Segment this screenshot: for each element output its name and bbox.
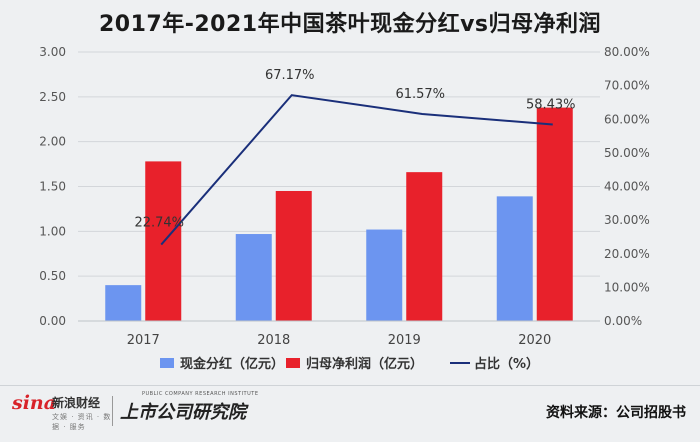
legend-swatch — [160, 358, 174, 368]
bar-net-profit-2019 — [406, 172, 443, 321]
ratio-data-label: 67.17% — [265, 68, 315, 83]
right-axis-tick-label: 80.00% — [604, 45, 650, 59]
logo-divider — [112, 396, 113, 426]
x-axis-tick-label: 2019 — [388, 333, 421, 348]
combo-chart: 22.74% 67.17% 61.57% 58.43% 0.00 0.50 1.00 1.5… — [39, 45, 650, 372]
left-axis-tick-label: 0.50 — [39, 269, 66, 283]
legend-label: 现金分红（亿元） — [180, 356, 284, 372]
left-axis-tick-label: 3.00 — [39, 45, 66, 59]
bar-net-profit-2018 — [275, 190, 312, 321]
legend-swatch — [286, 358, 300, 368]
left-axis-tick-label: 1.00 — [39, 224, 66, 238]
sina-logo-mark: sina — [12, 392, 57, 414]
bar-net-profit-2020 — [536, 107, 573, 322]
left-axis-tick-label: 0.00 — [39, 314, 66, 328]
ratio-data-label: 61.57% — [395, 87, 445, 102]
research-institute-logo: PUBLIC COMPANY RESEARCH INSTITUTE 上市公司研究… — [120, 390, 260, 430]
right-axis-tick-label: 0.00% — [604, 314, 642, 328]
footer-divider — [0, 385, 700, 386]
sina-logo-name: 新浪财经 — [52, 396, 101, 410]
right-axis-tick-label: 60.00% — [604, 112, 650, 126]
left-axis-tick-label: 1.50 — [39, 180, 66, 194]
bar-cash-dividend-2019 — [366, 229, 403, 321]
left-axis-tick-label: 2.00 — [39, 135, 66, 149]
right-axis-tick-label: 10.00% — [604, 280, 650, 294]
sina-logo-tagline: 文娱 · 资讯 · 数据 · 服务 — [52, 413, 112, 431]
ratio-data-label: 58.43% — [526, 98, 576, 113]
institute-cn-name: 上市公司研究院 — [120, 402, 246, 423]
right-axis-tick-label: 50.00% — [604, 146, 650, 160]
left-axis-tick-label: 2.50 — [39, 90, 66, 104]
right-axis-tick-label: 70.00% — [604, 79, 650, 93]
data-source: 资料来源：公司招股书 — [546, 405, 686, 421]
chart-title: 2017年-2021年中国茶叶现金分红vs归母净利润 — [98, 12, 602, 37]
ratio-data-label: 22.74% — [134, 216, 184, 231]
x-axis-tick-label: 2017 — [127, 333, 160, 348]
x-axis-tick-label: 2020 — [518, 333, 551, 348]
bar-cash-dividend-2017 — [105, 285, 142, 321]
sina-finance-logo: sina 新浪财经 文娱 · 资讯 · 数据 · 服务 — [12, 390, 112, 431]
right-axis-tick-label: 20.00% — [604, 247, 650, 261]
legend-label: 占比（%） — [474, 356, 539, 372]
institute-en-name: PUBLIC COMPANY RESEARCH INSTITUTE — [142, 391, 259, 397]
bar-cash-dividend-2018 — [235, 234, 272, 321]
right-axis-tick-label: 40.00% — [604, 180, 650, 194]
legend-label: 归母净利润（亿元） — [306, 356, 423, 372]
right-axis-tick-label: 30.00% — [604, 213, 650, 227]
ratio-line — [160, 94, 553, 246]
bar-cash-dividend-2020 — [496, 196, 533, 321]
x-axis-tick-label: 2018 — [257, 333, 290, 348]
